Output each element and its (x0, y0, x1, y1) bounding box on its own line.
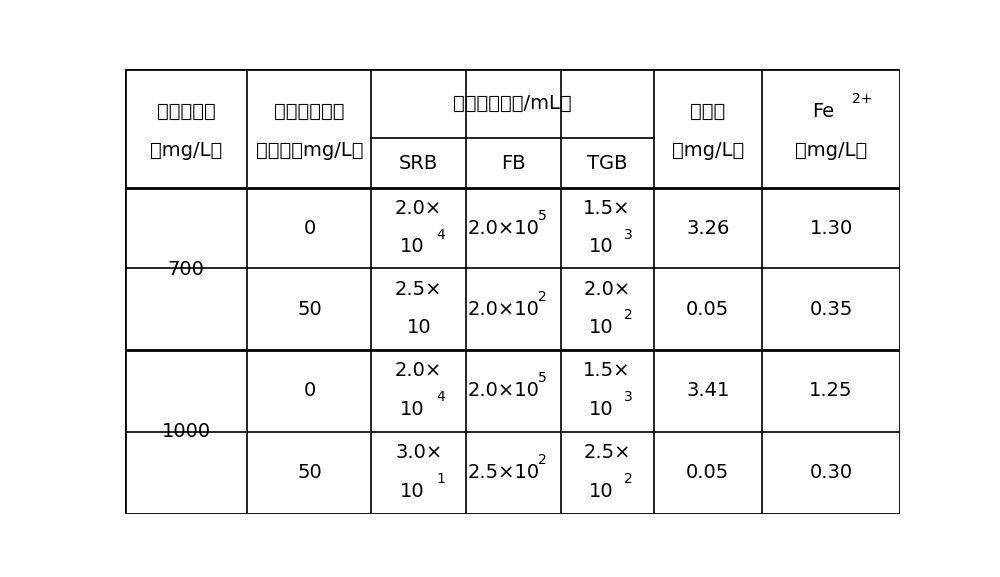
Text: 3.41: 3.41 (686, 381, 729, 400)
Text: 剂浓度（mg/L）: 剂浓度（mg/L） (256, 141, 363, 160)
Text: 700: 700 (168, 260, 205, 279)
Text: FB: FB (501, 153, 526, 173)
Text: 4: 4 (436, 390, 445, 404)
Text: 0: 0 (303, 381, 316, 400)
Text: TGB: TGB (587, 153, 627, 173)
Text: 0.05: 0.05 (686, 463, 729, 482)
Text: 2+: 2+ (852, 92, 872, 106)
Text: （mg/L）: （mg/L） (795, 141, 867, 160)
Text: 硫化物: 硫化物 (690, 102, 725, 121)
Text: （mg/L）: （mg/L） (672, 141, 744, 160)
Text: 2.0×: 2.0× (583, 280, 631, 299)
Text: 2: 2 (538, 290, 547, 304)
Text: 50: 50 (297, 463, 322, 482)
Text: 10: 10 (589, 482, 613, 501)
Text: 5: 5 (538, 372, 547, 385)
Text: 1: 1 (436, 472, 445, 486)
Text: 10: 10 (406, 319, 431, 338)
Text: 1.5×: 1.5× (583, 199, 631, 218)
Text: 2.0×10: 2.0×10 (468, 381, 540, 400)
Text: 50: 50 (297, 299, 322, 319)
Text: 0.05: 0.05 (686, 299, 729, 319)
Text: 2.0×: 2.0× (395, 199, 442, 218)
Text: 4: 4 (436, 227, 445, 242)
Text: 3.26: 3.26 (686, 219, 729, 238)
Text: 0.30: 0.30 (809, 463, 853, 482)
Text: 2: 2 (624, 308, 633, 323)
Text: SRB: SRB (399, 153, 438, 173)
Text: 10: 10 (589, 319, 613, 338)
Text: 2: 2 (624, 472, 633, 486)
Text: 3.0×: 3.0× (395, 443, 442, 462)
Text: 1.30: 1.30 (809, 219, 853, 238)
Text: 生态粘损稳定: 生态粘损稳定 (274, 102, 345, 121)
Text: 10: 10 (589, 238, 613, 256)
Text: 2.5×: 2.5× (395, 280, 442, 299)
Text: 2.5×: 2.5× (583, 443, 631, 462)
Text: 10: 10 (589, 400, 613, 419)
Text: Fe: Fe (812, 102, 834, 121)
Text: （mg/L）: （mg/L） (150, 141, 222, 160)
Text: 10: 10 (400, 482, 425, 501)
Text: 3: 3 (624, 227, 633, 242)
Text: 2.0×10: 2.0×10 (468, 299, 540, 319)
Text: 1.25: 1.25 (809, 381, 853, 400)
Text: 1000: 1000 (162, 422, 211, 441)
Text: 2.0×10: 2.0×10 (468, 219, 540, 238)
Text: 3: 3 (624, 390, 633, 404)
Text: 聚合物浓度: 聚合物浓度 (157, 102, 216, 121)
Text: 5: 5 (538, 209, 547, 223)
Text: 2.0×: 2.0× (395, 361, 442, 380)
Text: 10: 10 (400, 400, 425, 419)
Text: 1.5×: 1.5× (583, 361, 631, 380)
Text: 细菌含量（个/mL）: 细菌含量（个/mL） (453, 94, 572, 113)
Text: 0: 0 (303, 219, 316, 238)
Text: 0.35: 0.35 (809, 299, 853, 319)
Text: 2.5×10: 2.5×10 (468, 463, 540, 482)
Text: 10: 10 (400, 238, 425, 256)
Text: 2: 2 (538, 453, 547, 467)
